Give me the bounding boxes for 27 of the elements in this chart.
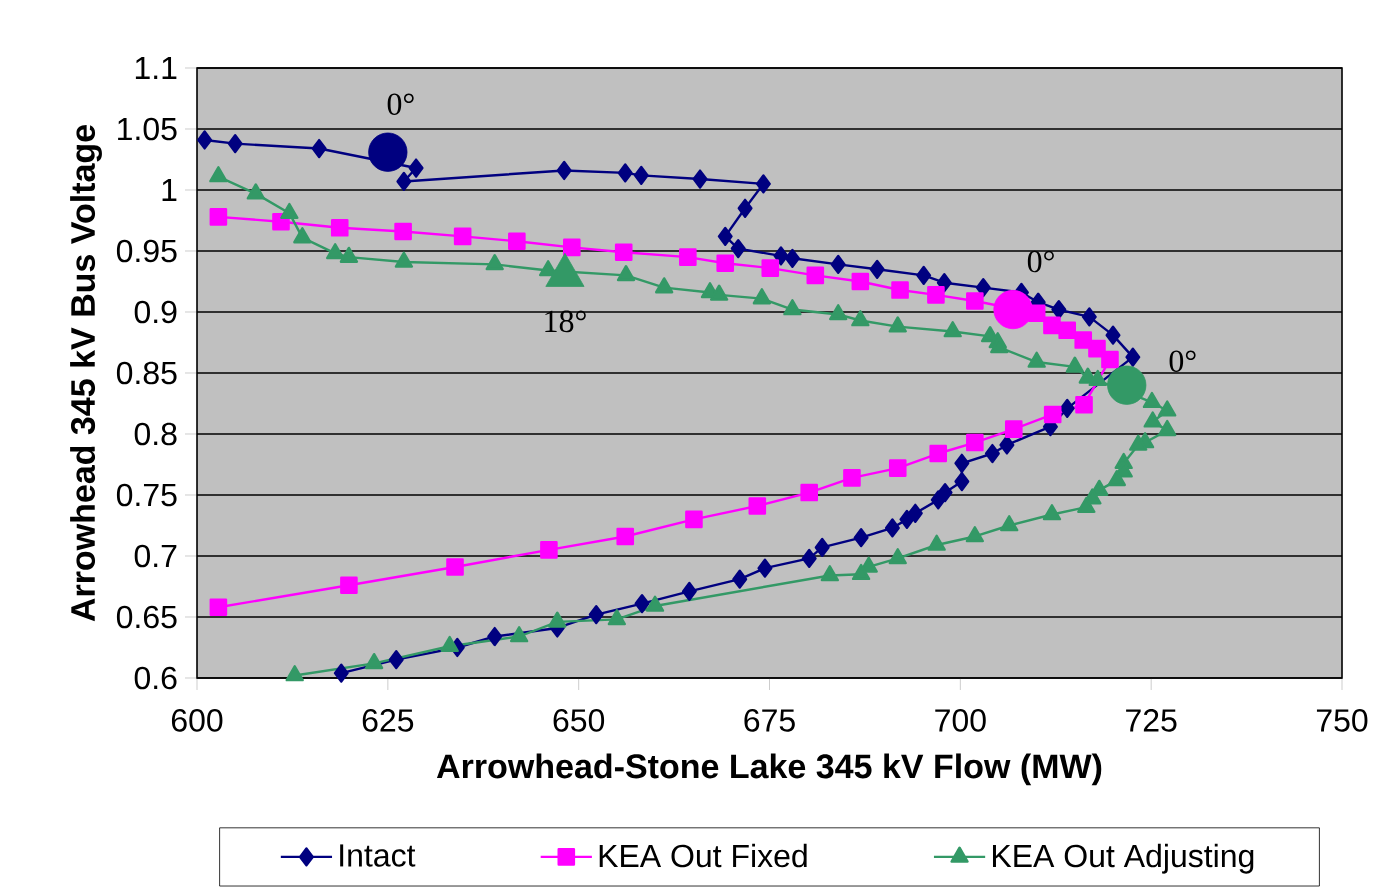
x-tick-label: 750: [1316, 709, 1368, 732]
y-tick-label: 0.9: [134, 300, 177, 324]
y-tick-label: 1: [162, 178, 177, 201]
y-tick-label: 0.85: [116, 361, 177, 385]
annotation: 0°: [1169, 350, 1196, 372]
y-tick-label: 0.6: [134, 666, 177, 690]
x-tick-label: 600: [171, 709, 223, 732]
x-tick-label: 675: [744, 709, 795, 732]
y-tick-label: 1.1: [135, 56, 177, 80]
y-tick-label: 0.65: [116, 605, 177, 629]
legend-label: KEA Out Fixed: [599, 843, 807, 868]
legend-label: Intact: [340, 844, 416, 867]
y-axis-title: Arrowhead 345 kV Bus Voltage: [70, 125, 102, 622]
legend-label: KEA Out Adjusting: [992, 843, 1254, 874]
x-tick-label: 625: [362, 709, 414, 732]
x-tick-label: 700: [935, 709, 986, 732]
y-tick-label: 0.75: [116, 483, 177, 507]
annotation: 0°: [1027, 250, 1054, 273]
x-axis-title: Arrowhead-Stone Lake 345 kV Flow (MW): [436, 753, 1102, 786]
annotation: 0°: [387, 93, 414, 115]
y-tick-label: 0.7: [134, 544, 177, 568]
y-tick-label: 0.95: [116, 239, 177, 263]
annotation: 18°: [545, 310, 586, 333]
x-tick-label: 725: [1126, 709, 1177, 732]
y-tick-label: 0.8: [134, 422, 177, 446]
y-tick-label: 1.05: [118, 117, 177, 141]
x-tick-label: 650: [553, 709, 605, 732]
